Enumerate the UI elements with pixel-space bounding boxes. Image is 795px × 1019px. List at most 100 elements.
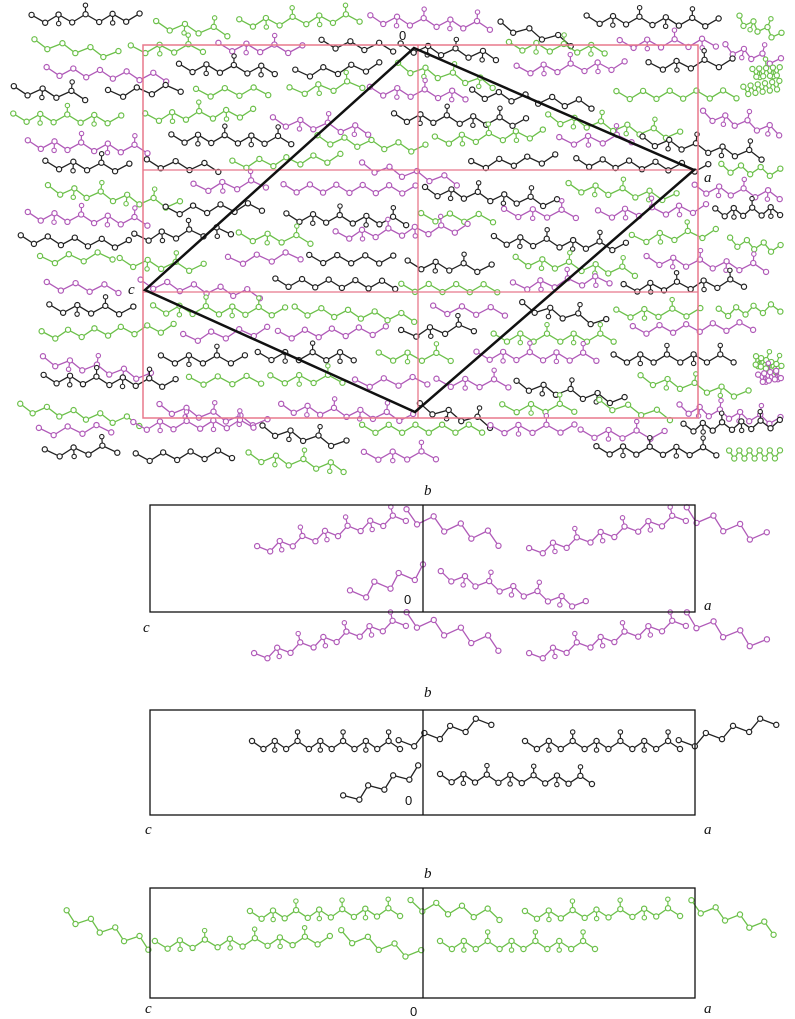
bond: [45, 446, 118, 457]
atom: [571, 340, 575, 344]
atom: [118, 324, 123, 329]
atom: [579, 190, 584, 195]
atom: [246, 450, 251, 455]
atom: [413, 234, 417, 238]
atom: [740, 55, 744, 59]
atom: [423, 142, 428, 147]
atom: [340, 907, 345, 912]
atom: [412, 577, 417, 582]
atom: [758, 164, 763, 169]
atom: [677, 386, 682, 391]
atom: [460, 142, 464, 146]
atom: [72, 235, 77, 240]
atom: [174, 251, 178, 255]
atom: [388, 586, 393, 591]
atom: [426, 281, 431, 286]
atom: [297, 372, 302, 377]
atom: [741, 23, 746, 28]
atom: [489, 722, 494, 727]
atom: [570, 604, 575, 609]
atom: [71, 445, 76, 450]
atom: [29, 12, 34, 17]
atom: [259, 459, 264, 464]
atom: [373, 235, 378, 240]
atom: [612, 639, 617, 644]
atom: [490, 85, 495, 90]
atom: [284, 155, 289, 160]
atom: [567, 358, 572, 363]
atom: [539, 287, 543, 291]
atom: [116, 48, 121, 53]
atom: [768, 302, 773, 307]
atom: [347, 236, 352, 241]
atom: [386, 906, 391, 911]
atom: [243, 312, 248, 317]
atom: [295, 224, 299, 228]
atom: [728, 268, 732, 272]
atom: [172, 361, 177, 366]
atom: [145, 223, 150, 228]
atom: [395, 86, 400, 91]
atom: [692, 182, 697, 187]
atom: [461, 196, 466, 201]
bond: [239, 14, 359, 26]
atom: [124, 414, 129, 419]
axis-label: b: [424, 483, 432, 499]
atom: [80, 431, 85, 436]
atom: [167, 28, 172, 33]
atom: [621, 282, 626, 287]
atom: [666, 897, 670, 901]
atom: [438, 53, 443, 58]
atom: [216, 312, 221, 317]
atom: [366, 132, 371, 137]
atom: [550, 540, 555, 545]
atom: [570, 899, 574, 903]
axis-label: b: [424, 866, 432, 882]
atom: [594, 283, 598, 287]
atom: [73, 51, 78, 56]
atom: [539, 266, 543, 270]
atom: [651, 360, 656, 365]
atom: [445, 912, 450, 917]
atom: [251, 106, 256, 111]
atom: [195, 132, 200, 137]
atom: [514, 357, 519, 362]
atom: [729, 427, 734, 432]
atom: [568, 61, 573, 66]
atom: [530, 207, 535, 212]
atom: [306, 746, 311, 751]
atom: [630, 914, 635, 919]
atom: [593, 192, 597, 196]
atom: [474, 18, 479, 23]
atom: [544, 236, 549, 241]
atom: [330, 20, 335, 25]
bond: [362, 425, 482, 433]
atom: [390, 214, 395, 219]
atom: [110, 21, 114, 25]
atom: [622, 206, 627, 211]
atom: [716, 65, 721, 70]
atom: [215, 945, 220, 950]
atom: [65, 327, 70, 332]
atom: [706, 150, 711, 155]
bond: [193, 180, 265, 190]
atom: [252, 936, 257, 941]
atom: [546, 738, 551, 743]
atom: [552, 266, 557, 271]
atom: [664, 386, 668, 390]
atom: [496, 648, 501, 653]
atom: [448, 196, 452, 200]
atom: [559, 593, 564, 598]
atom: [323, 644, 327, 648]
atom: [266, 93, 271, 98]
atom: [158, 52, 162, 56]
atom: [87, 289, 92, 294]
atom: [47, 302, 52, 307]
atom: [748, 83, 753, 88]
atom: [497, 946, 502, 951]
atom: [341, 793, 346, 798]
atom: [32, 37, 37, 42]
atom: [186, 218, 190, 222]
atom: [560, 316, 565, 321]
atom: [648, 633, 652, 637]
